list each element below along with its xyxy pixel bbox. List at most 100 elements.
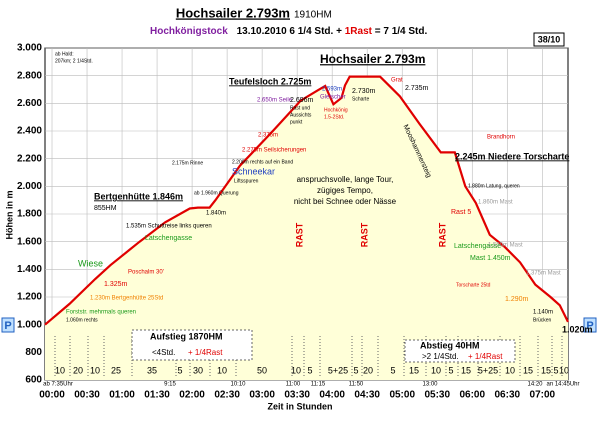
annotation: anspruchsvolle, lange Tour, (297, 175, 394, 184)
annotation: + 1/4Rast (468, 352, 503, 361)
annotation: 2.730m (352, 88, 376, 95)
segment-minutes: 15 (461, 365, 471, 375)
annotation: 1.230m Bertgenhütte 25Std (90, 296, 163, 302)
segment-minutes: 50 (257, 365, 267, 375)
annotation: Teufelsloch 2.725m (229, 76, 311, 86)
x-tick-label: 05:00 (389, 390, 415, 401)
clock-time: 11:00 (286, 382, 301, 388)
annotation: ab 1.960m Querung (194, 190, 239, 196)
annotation: Bertgenhütte 1.846m (94, 191, 183, 201)
clock-time: ab 7:35Uhr (43, 382, 73, 388)
tour-no: 38/10 (538, 34, 561, 44)
x-tick-label: 02:00 (179, 390, 205, 401)
x-tick-label: 03:00 (249, 390, 275, 401)
total: = 7 1/4 Std. (375, 26, 428, 37)
annotation: Poschalm 30' (128, 270, 164, 276)
y-tick-label: 1.200 (17, 292, 42, 303)
annotation: Liftsspuren (234, 178, 259, 184)
clock-time: 14:20 (527, 382, 543, 388)
annotation: 1.325m (104, 281, 128, 288)
x-tick-label: 05:30 (424, 390, 450, 401)
area (45, 76, 568, 380)
x-axis-title: Zeit in Stunden (268, 401, 333, 411)
annotation: Latschengasse (454, 243, 501, 250)
annotation: Scharte (352, 96, 369, 102)
annotation: 1.020m (562, 324, 593, 334)
y-tick-label: 2.600 (17, 98, 42, 109)
rest: 1Rast (345, 26, 373, 37)
annotation: 2.375m (258, 133, 278, 139)
segment-minutes: 10 (559, 365, 569, 375)
tour-box (533, 32, 565, 47)
x-tick-label: 06:30 (495, 390, 521, 401)
annotation: 1.550m Mast (488, 243, 523, 249)
annotation: 1.140m (533, 310, 553, 316)
annotation: Aufstieg 1870HM (150, 331, 223, 341)
segment-minutes: 20 (363, 365, 373, 375)
annotation: Grat (391, 78, 403, 84)
parking: P (586, 320, 593, 332)
clock-time: 11:15 (311, 382, 326, 388)
annotation: Brücken (533, 317, 552, 323)
segment-minutes: 10 (505, 365, 515, 375)
annotation: 2.696m (290, 97, 314, 104)
y-tick-label: 1.000 (17, 319, 42, 330)
annotation: 2.593m (322, 87, 342, 93)
segment-minutes: 10 (431, 365, 441, 375)
title: Hochsailer 2.793m (176, 5, 290, 20)
annotation: 2.175m Rinne (172, 160, 203, 166)
annotation: Wiese (78, 258, 103, 268)
segment-minutes: 25 (111, 365, 121, 375)
annotation: <4Std. (152, 348, 175, 357)
x-tick-label: 04:00 (319, 390, 345, 401)
clock-time: an 14:45Uhr (546, 382, 579, 388)
segment-minutes: 10 (90, 365, 100, 375)
y-tick-label: 1.600 (17, 236, 42, 247)
annotation: Hochkönig (324, 107, 348, 113)
y-tick-label: 600 (25, 375, 42, 386)
annotation: Schneekar (232, 166, 275, 176)
segment-minutes: 30 (193, 365, 203, 375)
x-tick-label: 03:30 (284, 390, 310, 401)
segment-minutes: 10 (55, 365, 65, 375)
annotation: 1.375m Mast (526, 271, 561, 277)
annotation: Rast 5 (451, 209, 471, 216)
segment-minutes: 10 (217, 365, 227, 375)
x-tick-label: 07:00 (530, 390, 556, 401)
annotation: Brandhorn (487, 135, 515, 141)
annotation: zügiges Tempo, (317, 186, 373, 195)
annotation: 1.290m (505, 296, 529, 303)
annotation: 855HM (94, 205, 117, 212)
annotation: Abstieg 40HM (420, 340, 480, 350)
profile-line (44, 75, 569, 326)
annotation: punkt (290, 119, 303, 125)
annotation: 1.840m (206, 211, 226, 217)
clock-time: 11:50 (349, 382, 364, 388)
annotation: nicht bei Schnee oder Nässe (294, 197, 397, 206)
annotation: RAST (359, 222, 369, 247)
segment-minutes: 35 (147, 365, 157, 375)
segment-minutes: 10 (291, 365, 301, 375)
annotation: 2.245m Niedere Torscharte (455, 151, 569, 161)
annotation: 1.860m Mast (478, 200, 513, 206)
annotation: 1.535m Schuttreise links queren (126, 224, 212, 230)
annotation: 2.650m Seile (257, 98, 293, 104)
strip-box (131, 329, 253, 361)
annotation: 1.880m Latung, queren (468, 183, 520, 189)
y-tick-label: 2.400 (17, 126, 42, 137)
parking: P (4, 320, 11, 332)
x-tick-label: 02:30 (214, 390, 240, 401)
annotation: Gletscher (320, 95, 346, 101)
annotation: Mast 1.450m (470, 255, 511, 262)
segment-minutes: 15 (523, 365, 533, 375)
strip-box (404, 339, 516, 363)
annotation: 1.060m rechts (66, 317, 98, 323)
segment-minutes: 5 (390, 365, 395, 375)
x-tick-label: 01:00 (109, 390, 135, 401)
segment-minutes: 5 (553, 365, 558, 375)
annotation: Hochsailer 2.793m (320, 52, 425, 66)
subtitle: Hochkönigstock 13.10.2010 6 1/4 Std. + 1… (150, 26, 427, 37)
annotation: Rast und (290, 105, 310, 111)
segment-minutes: 5 (307, 365, 312, 375)
segment-minutes: 15 (541, 365, 551, 375)
